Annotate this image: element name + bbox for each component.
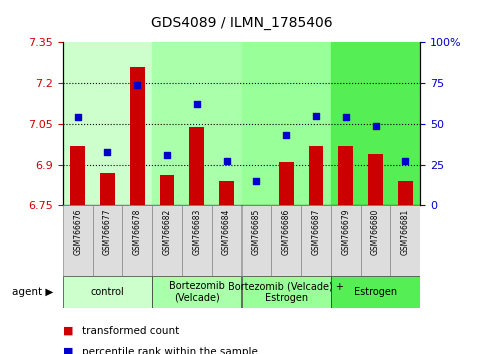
Bar bbox=[122, 205, 152, 276]
Text: GSM766678: GSM766678 bbox=[133, 209, 142, 255]
Bar bbox=[279, 162, 294, 205]
Bar bbox=[309, 145, 324, 205]
Bar bbox=[331, 276, 420, 308]
Bar bbox=[301, 205, 331, 276]
Bar bbox=[159, 176, 174, 205]
Bar bbox=[212, 42, 242, 205]
Bar bbox=[301, 42, 331, 205]
Text: GSM766683: GSM766683 bbox=[192, 209, 201, 255]
Bar bbox=[152, 205, 182, 276]
Text: Estrogen: Estrogen bbox=[354, 287, 397, 297]
Text: GDS4089 / ILMN_1785406: GDS4089 / ILMN_1785406 bbox=[151, 16, 332, 30]
Text: GSM766680: GSM766680 bbox=[371, 209, 380, 255]
Bar bbox=[331, 205, 361, 276]
Point bbox=[163, 152, 171, 158]
Point bbox=[372, 123, 380, 129]
Point bbox=[342, 115, 350, 120]
Text: GSM766676: GSM766676 bbox=[73, 209, 82, 255]
Bar bbox=[338, 145, 353, 205]
Point bbox=[223, 159, 230, 164]
Bar bbox=[361, 42, 390, 205]
Bar bbox=[152, 276, 242, 308]
Bar bbox=[63, 205, 93, 276]
Bar bbox=[242, 205, 271, 276]
Text: GSM766681: GSM766681 bbox=[401, 209, 410, 255]
Text: ■: ■ bbox=[63, 326, 73, 336]
Point bbox=[401, 159, 409, 164]
Bar bbox=[182, 205, 212, 276]
Bar bbox=[390, 42, 420, 205]
Bar bbox=[361, 205, 390, 276]
Text: agent ▶: agent ▶ bbox=[12, 287, 53, 297]
Text: Bortezomib (Velcade) +
Estrogen: Bortezomib (Velcade) + Estrogen bbox=[228, 281, 344, 303]
Bar bbox=[122, 42, 152, 205]
Point bbox=[253, 178, 260, 184]
Point bbox=[74, 115, 82, 120]
Bar bbox=[390, 205, 420, 276]
Bar bbox=[93, 42, 122, 205]
Point bbox=[104, 149, 112, 154]
Bar bbox=[271, 205, 301, 276]
Point bbox=[312, 113, 320, 119]
Bar bbox=[130, 67, 145, 205]
Text: transformed count: transformed count bbox=[82, 326, 179, 336]
Text: GSM766682: GSM766682 bbox=[163, 209, 171, 255]
Point bbox=[282, 132, 290, 138]
Bar bbox=[182, 42, 212, 205]
Bar bbox=[189, 127, 204, 205]
Bar bbox=[219, 181, 234, 205]
Bar bbox=[368, 154, 383, 205]
Text: GSM766686: GSM766686 bbox=[282, 209, 291, 255]
Text: GSM766687: GSM766687 bbox=[312, 209, 320, 255]
Text: Bortezomib
(Velcade): Bortezomib (Velcade) bbox=[169, 281, 225, 303]
Bar bbox=[398, 181, 413, 205]
Point bbox=[193, 102, 201, 107]
Bar bbox=[212, 205, 242, 276]
Text: percentile rank within the sample: percentile rank within the sample bbox=[82, 347, 258, 354]
Text: GSM766685: GSM766685 bbox=[252, 209, 261, 255]
Text: control: control bbox=[91, 287, 124, 297]
Bar bbox=[242, 42, 271, 205]
Bar bbox=[242, 276, 331, 308]
Bar bbox=[100, 173, 115, 205]
Bar bbox=[63, 42, 93, 205]
Bar bbox=[63, 276, 152, 308]
Text: GSM766684: GSM766684 bbox=[222, 209, 231, 255]
Text: ■: ■ bbox=[63, 347, 73, 354]
Text: GSM766677: GSM766677 bbox=[103, 209, 112, 255]
Bar bbox=[331, 42, 361, 205]
Bar bbox=[152, 42, 182, 205]
Bar bbox=[271, 42, 301, 205]
Bar bbox=[70, 145, 85, 205]
Point bbox=[133, 82, 141, 88]
Text: GSM766679: GSM766679 bbox=[341, 209, 350, 255]
Bar bbox=[93, 205, 122, 276]
